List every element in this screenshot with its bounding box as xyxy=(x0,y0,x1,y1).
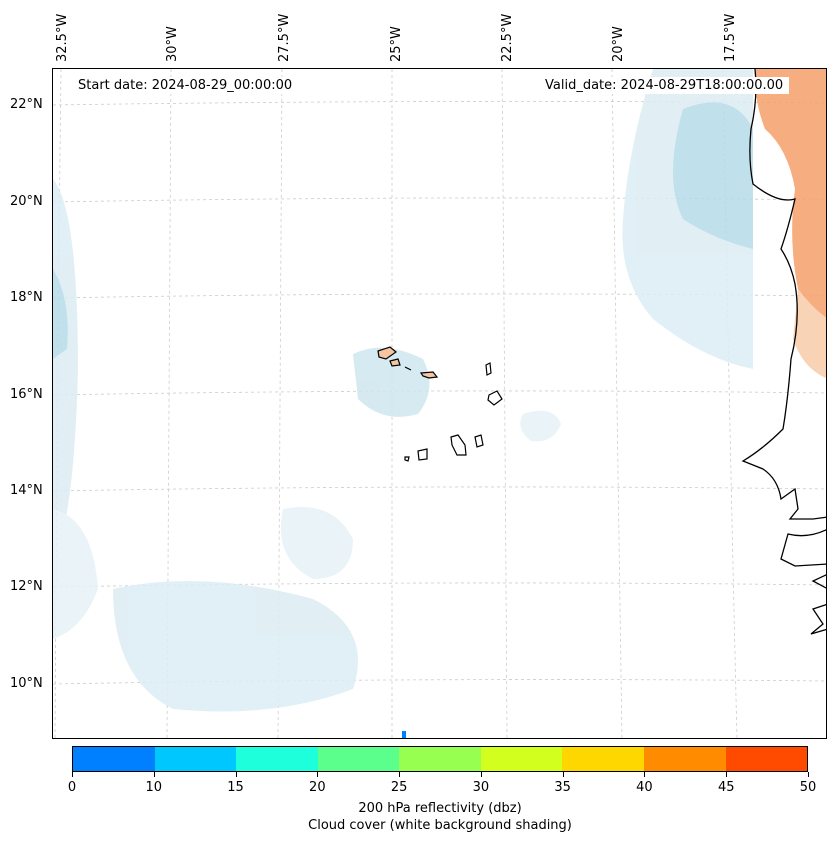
lat-label-20n: 20°N xyxy=(10,194,43,209)
cloud-west-core xyxy=(53,269,68,359)
lon-label-22-5w: 22.5°W xyxy=(500,13,515,62)
island-santo-antao xyxy=(377,346,397,360)
island-brava xyxy=(404,456,410,462)
cloud-center-patch xyxy=(520,410,561,442)
lat-label-16n: 16°N xyxy=(10,387,43,402)
meridian-22-5w xyxy=(501,69,508,738)
island-sal xyxy=(485,362,492,376)
cloud-northeast-core xyxy=(673,102,753,249)
colorbar-tick-label: 35 xyxy=(554,780,571,795)
colorbar-tick-label: 10 xyxy=(145,780,163,795)
colorbar-tick xyxy=(644,772,646,777)
island-boa-vista xyxy=(487,390,503,406)
colorbar-tick-label: 25 xyxy=(390,780,408,795)
cloud-west-band xyxy=(53,179,78,539)
colorbar-segment xyxy=(236,747,318,771)
colorbar-tick-label: 40 xyxy=(636,780,653,795)
island-santiago xyxy=(450,434,467,456)
meridian-17-5w xyxy=(722,69,738,738)
island-sao-vicente xyxy=(389,358,401,367)
colorbar-tick-label: 20 xyxy=(309,780,326,795)
meridian-20w xyxy=(611,69,623,738)
colorbar-tick xyxy=(235,772,237,777)
lat-label-10n: 10°N xyxy=(10,676,43,691)
lat-label-14n: 14°N xyxy=(10,483,43,498)
colorbar-tick xyxy=(562,772,564,777)
colorbar-tick xyxy=(317,772,319,777)
colorbar-tick xyxy=(726,772,728,777)
cloud-cover xyxy=(53,69,753,712)
africa-coastline xyxy=(741,69,826,635)
colorbar-tick-label: 0 xyxy=(67,780,77,795)
island-sao-nicolau xyxy=(419,371,439,379)
lon-label-25w: 25°W xyxy=(389,26,404,62)
land-shading-light xyxy=(793,289,826,379)
island-santa-luzia xyxy=(404,366,412,371)
colorbar-tick-label: 50 xyxy=(799,780,817,795)
cloud-south-patch xyxy=(281,507,353,579)
valid-date-label: Valid_date: 2024-08-29T18:00:00.00 xyxy=(539,77,790,94)
colorbar-segment xyxy=(725,747,808,771)
parallel-22n xyxy=(53,101,826,106)
lat-label-22n: 22°N xyxy=(10,97,43,112)
cloud-southwest xyxy=(53,509,98,639)
colorbar-tick-label: 30 xyxy=(472,780,490,795)
colorbar-segment xyxy=(154,747,237,771)
map-canvas xyxy=(53,69,826,738)
colorbar-sublabel: Cloud cover (white background shading) xyxy=(308,818,572,833)
colorbar-tick-label: 15 xyxy=(227,780,244,795)
colorbar-segment xyxy=(562,747,644,771)
parallel-16n xyxy=(53,390,826,396)
lon-label-17-5w: 17.5°W xyxy=(723,13,738,62)
parallel-14n xyxy=(53,486,826,492)
colorbar-tick xyxy=(153,772,155,777)
lon-label-30w: 30°W xyxy=(165,26,180,62)
start-date-label: Start date: 2024-08-29_00:00:00 xyxy=(72,77,299,94)
colorbar xyxy=(72,746,808,772)
colorbar-segment xyxy=(399,747,481,771)
reflectivity-blip xyxy=(402,731,406,738)
colorbar-segment xyxy=(73,747,155,771)
cloud-south-band xyxy=(113,581,358,712)
lat-label-18n: 18°N xyxy=(10,290,43,305)
lon-label-20w: 20°W xyxy=(611,26,626,62)
map-panel[interactable] xyxy=(52,68,827,739)
lon-label-27-5w: 27.5°W xyxy=(277,13,292,62)
cape-verde-islands xyxy=(377,346,503,462)
colorbar-tick xyxy=(72,772,73,777)
colorbar-segment xyxy=(317,747,400,771)
colorbar-tick xyxy=(399,772,401,777)
lat-label-12n: 12°N xyxy=(10,579,43,594)
lon-label-32-5w: 32.5°W xyxy=(55,13,70,62)
colorbar-segment xyxy=(480,747,563,771)
colorbar-label: 200 hPa reflectivity (dbz) xyxy=(358,801,522,816)
parallel-18n xyxy=(53,293,826,299)
cloud-capeverde xyxy=(353,347,430,417)
island-fogo xyxy=(417,448,428,461)
parallel-20n xyxy=(53,197,826,203)
colorbar-tick xyxy=(808,772,809,777)
island-maio xyxy=(474,434,484,448)
colorbar-tick xyxy=(480,772,482,777)
land-shading xyxy=(755,69,826,318)
colorbar-segment xyxy=(643,747,726,771)
meridian-32-5w xyxy=(54,69,62,738)
colorbar-tick-label: 45 xyxy=(717,780,735,795)
